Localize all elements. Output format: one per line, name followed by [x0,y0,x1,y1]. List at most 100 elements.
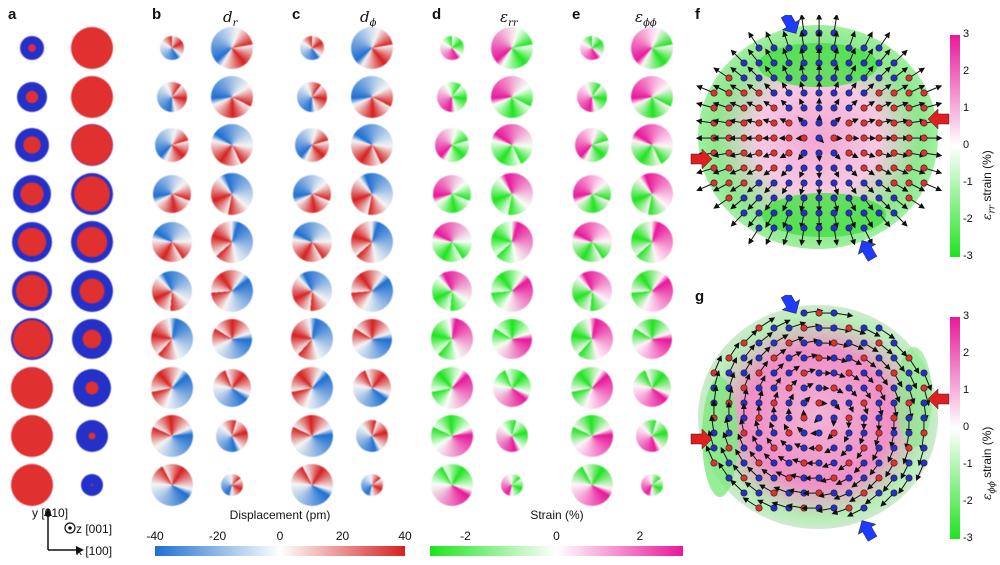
atom-column [725,179,733,187]
map-cell [13,174,51,213]
atom-column [845,504,853,512]
atom-column [800,459,808,467]
map-cell [17,81,47,112]
atom-column [905,354,913,362]
atom-column [920,444,928,452]
atom-column [740,104,748,112]
atom-column [800,134,808,142]
atom-column [770,474,778,482]
map-cell [211,269,253,312]
atom-column [890,384,898,392]
map-cell [291,318,333,360]
atom-column [785,399,793,407]
atom-column [800,59,808,67]
atom-column [800,429,808,437]
compression-arrow [690,148,713,170]
atom-column [845,194,853,202]
atom-column [905,459,913,467]
atom-column [845,44,853,52]
map-cell [71,269,113,312]
map-cell [351,221,393,263]
atom-column [830,369,838,377]
atom-column [785,474,793,482]
map-cell [351,27,393,69]
g-colorbar-tick: 3 [963,310,970,322]
atom-column [800,194,808,202]
atom-column [905,429,913,437]
atom-column [785,354,793,362]
atom-column [710,444,718,452]
colorbar-g-title: εϕϕ strain (%) [980,426,998,500]
atom-column [755,59,763,67]
map-cell [351,124,393,166]
atom-column [830,89,838,97]
g-colorbar-tick: -3 [963,532,973,544]
atom-column [815,309,823,317]
atom-column [860,149,868,157]
atom-column [755,194,763,202]
atom-column [860,44,868,52]
atom-column [755,474,763,482]
atom-column [875,414,883,422]
atom-column [830,134,838,142]
atom-column [845,224,853,232]
map-cell [631,75,673,118]
map-cell [431,318,473,360]
map-cell [352,319,392,359]
atom-column [860,209,868,217]
atom-column [755,429,763,437]
atom-column [830,224,838,232]
atom-column [755,354,763,362]
atom-column [815,74,823,82]
atom-column [815,194,823,202]
map-cell [633,368,671,407]
atom-column [905,194,913,202]
map-cell [353,368,391,407]
atom-column [830,324,838,332]
g-colorbar-tick: 1 [963,384,970,396]
map-cell [11,366,53,409]
atom-column [830,504,838,512]
atom-column [785,369,793,377]
atom-column [920,414,928,422]
atom-column [755,164,763,172]
panel-label-a: a [8,6,17,23]
atom-column [875,489,883,497]
atom-column [740,369,748,377]
atom-column [905,104,913,112]
atom-column [785,429,793,437]
f-colorbar-tick: -1 [963,176,973,188]
atom-column [770,89,778,97]
atom-column [860,474,868,482]
atom-column [770,414,778,422]
atom-column [875,474,883,482]
map-cell [71,27,113,69]
compression-arrow [780,15,801,34]
map-cell [631,269,673,312]
panel-a-atom-maps [10,27,140,510]
panel-label-c: c [292,6,301,23]
atom-column [785,209,793,217]
atom-column [815,459,823,467]
atom-column [875,119,883,127]
atom-column [755,459,763,467]
map-cell [492,319,532,359]
atom-column [890,194,898,202]
atom-column [770,134,778,142]
atom-column [770,59,778,67]
atom-column [785,89,793,97]
atom-column [770,209,778,217]
atom-column [800,179,808,187]
atom-column [830,44,838,52]
map-cell [152,222,192,262]
atom-column [755,369,763,377]
panel-label-g: g [695,288,705,305]
atom-column [785,134,793,142]
atom-column [785,339,793,347]
atom-column [845,339,853,347]
atom-column [740,459,748,467]
atom-column [725,74,733,82]
atom-column [725,194,733,202]
map-cell [292,270,332,311]
atom-column [860,354,868,362]
